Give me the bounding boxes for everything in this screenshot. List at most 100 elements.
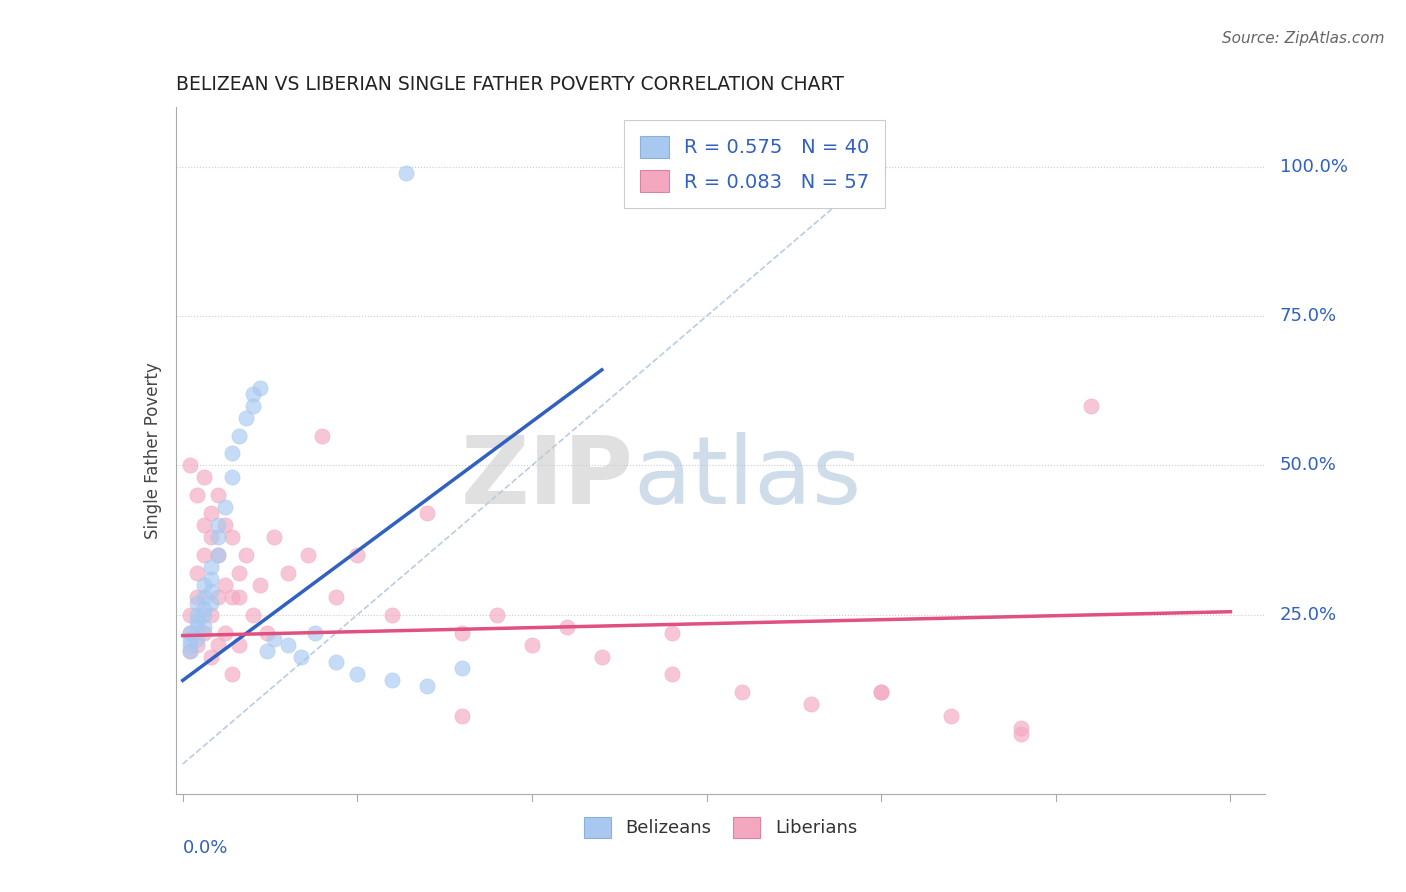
Point: [249, 381, 271, 395]
Point: [242, 399, 264, 413]
Point: [200, 583, 222, 598]
Point: [939, 709, 962, 723]
Point: [186, 590, 208, 604]
Point: [381, 607, 404, 622]
Point: [193, 620, 215, 634]
Point: [256, 625, 278, 640]
Y-axis label: Single Father Poverty: Single Father Poverty: [143, 362, 162, 539]
Point: [200, 506, 222, 520]
Point: [186, 488, 208, 502]
Point: [416, 679, 439, 693]
Point: [486, 607, 509, 622]
Point: [276, 638, 298, 652]
Text: ZIP: ZIP: [461, 432, 633, 524]
Point: [228, 566, 250, 580]
Point: [221, 530, 243, 544]
Point: [193, 625, 215, 640]
Point: [179, 638, 201, 652]
Point: [193, 601, 215, 615]
Point: [228, 428, 250, 442]
Point: [214, 625, 236, 640]
Point: [193, 590, 215, 604]
Point: [179, 632, 201, 646]
Point: [193, 470, 215, 484]
Point: [193, 518, 215, 533]
Point: [290, 649, 312, 664]
Point: [263, 530, 285, 544]
Point: [221, 590, 243, 604]
Point: [186, 614, 208, 628]
Point: [242, 386, 264, 401]
Point: [520, 638, 543, 652]
Point: [311, 428, 333, 442]
Point: [304, 625, 326, 640]
Text: 75.0%: 75.0%: [1279, 307, 1337, 325]
Point: [179, 625, 201, 640]
Point: [249, 578, 271, 592]
Point: [297, 548, 319, 562]
Point: [200, 649, 222, 664]
Point: [242, 607, 264, 622]
Point: [730, 685, 752, 699]
Legend: Belizeans, Liberians: Belizeans, Liberians: [575, 808, 866, 847]
Point: [200, 572, 222, 586]
Point: [235, 548, 257, 562]
Point: [325, 590, 347, 604]
Point: [186, 596, 208, 610]
Point: [221, 667, 243, 681]
Point: [214, 578, 236, 592]
Point: [186, 638, 208, 652]
Point: [346, 548, 368, 562]
Point: [207, 518, 229, 533]
Point: [276, 566, 298, 580]
Point: [870, 685, 893, 699]
Point: [207, 548, 229, 562]
Point: [200, 530, 222, 544]
Point: [451, 625, 474, 640]
Text: 100.0%: 100.0%: [1279, 158, 1347, 176]
Point: [395, 166, 418, 180]
Point: [207, 638, 229, 652]
Point: [207, 590, 229, 604]
Point: [325, 656, 347, 670]
Point: [179, 625, 201, 640]
Point: [200, 560, 222, 574]
Point: [186, 632, 208, 646]
Text: 0.0%: 0.0%: [183, 838, 228, 856]
Point: [1010, 721, 1032, 735]
Point: [381, 673, 404, 688]
Point: [451, 661, 474, 675]
Point: [661, 667, 683, 681]
Point: [346, 667, 368, 681]
Point: [221, 446, 243, 460]
Point: [207, 488, 229, 502]
Text: BELIZEAN VS LIBERIAN SINGLE FATHER POVERTY CORRELATION CHART: BELIZEAN VS LIBERIAN SINGLE FATHER POVER…: [176, 75, 844, 95]
Point: [228, 590, 250, 604]
Point: [221, 470, 243, 484]
Point: [870, 685, 893, 699]
Point: [256, 643, 278, 657]
Point: [228, 638, 250, 652]
Point: [1010, 727, 1032, 741]
Text: 25.0%: 25.0%: [1279, 606, 1337, 624]
Point: [661, 625, 683, 640]
Point: [179, 458, 201, 473]
Point: [235, 410, 257, 425]
Point: [193, 607, 215, 622]
Point: [179, 643, 201, 657]
Point: [186, 566, 208, 580]
Point: [179, 607, 201, 622]
Point: [263, 632, 285, 646]
Point: [193, 578, 215, 592]
Point: [179, 643, 201, 657]
Point: [186, 607, 208, 622]
Text: Source: ZipAtlas.com: Source: ZipAtlas.com: [1222, 31, 1385, 46]
Point: [800, 698, 823, 712]
Point: [186, 620, 208, 634]
Point: [214, 518, 236, 533]
Point: [416, 506, 439, 520]
Point: [193, 548, 215, 562]
Point: [451, 709, 474, 723]
Point: [207, 548, 229, 562]
Point: [207, 530, 229, 544]
